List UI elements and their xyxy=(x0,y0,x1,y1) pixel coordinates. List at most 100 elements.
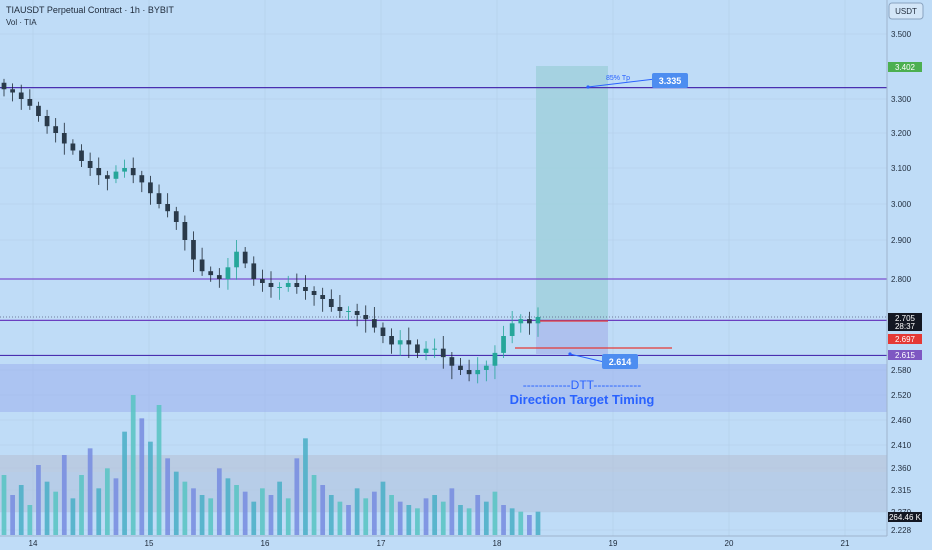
candle xyxy=(87,152,93,176)
y-tick-1: 3.300 xyxy=(891,95,912,104)
volume-bar xyxy=(492,491,498,535)
volume-bar xyxy=(173,471,179,535)
candle xyxy=(27,89,33,110)
target-box xyxy=(536,66,608,320)
candle-body xyxy=(199,259,205,272)
candle-body xyxy=(458,365,463,370)
candle-body xyxy=(285,283,291,287)
candle xyxy=(36,101,41,122)
candle-body xyxy=(509,323,515,336)
candle-body xyxy=(492,352,498,366)
price-label-0: 3.402 xyxy=(895,63,916,72)
candle xyxy=(501,325,506,358)
candle-body xyxy=(527,319,532,324)
volume-bar xyxy=(104,468,110,535)
candle xyxy=(199,247,205,276)
volume-bar xyxy=(122,431,127,535)
candle xyxy=(208,266,214,282)
candle-body xyxy=(122,168,127,172)
candle xyxy=(122,159,127,178)
volume-bar xyxy=(251,501,257,535)
candle xyxy=(260,269,265,292)
candle-body xyxy=(328,299,334,307)
candle xyxy=(268,271,274,298)
volume-bar xyxy=(79,475,84,535)
price-label-2: 28:37 xyxy=(895,322,916,331)
candle xyxy=(311,286,317,306)
candle xyxy=(53,118,59,143)
y-tick-11: 2.360 xyxy=(891,464,912,473)
candle-body xyxy=(165,204,171,212)
candle-body xyxy=(27,99,33,106)
price-label-box-3 xyxy=(888,334,922,344)
candle-body xyxy=(337,307,343,311)
volume-bar xyxy=(27,505,33,535)
stop-arrow xyxy=(569,353,605,363)
volume-bar xyxy=(483,501,489,535)
x-tick-3: 17 xyxy=(377,539,386,548)
volume-bar xyxy=(225,478,231,535)
volume-bar xyxy=(216,468,222,535)
candle-body xyxy=(397,340,403,345)
candle xyxy=(191,231,196,272)
candle xyxy=(1,78,7,97)
candle xyxy=(337,295,343,318)
target-percent: 85% Tp xyxy=(606,75,630,82)
time-axis-ticks: 14 15 16 17 18 19 20 21 xyxy=(29,539,850,548)
candle-body xyxy=(87,161,93,168)
volume-bar xyxy=(380,481,386,535)
candle xyxy=(303,275,308,300)
currency-button-box[interactable] xyxy=(888,2,924,20)
candle xyxy=(320,287,326,312)
candle-body xyxy=(268,283,274,287)
candle xyxy=(173,206,179,230)
candle-body xyxy=(44,116,50,127)
volume-bar xyxy=(234,485,239,535)
candle-body xyxy=(242,251,248,264)
x-tick-5: 19 xyxy=(609,539,618,548)
candle xyxy=(406,327,412,358)
volume-bar xyxy=(501,505,506,535)
volume-bar xyxy=(182,481,188,535)
volume-bar xyxy=(509,508,515,535)
volume-bar xyxy=(458,505,463,535)
candle xyxy=(371,307,377,333)
y-tick-4: 3.000 xyxy=(891,200,912,209)
candle-body xyxy=(277,287,282,288)
volume-bar xyxy=(535,511,541,535)
target-badge-label: 3.335 xyxy=(659,76,682,86)
price-label-box-5 xyxy=(888,512,922,522)
price-label-box-1 xyxy=(888,313,922,323)
volume-bar xyxy=(208,498,214,535)
volume-bar xyxy=(518,511,524,535)
candle-body xyxy=(440,348,446,358)
volume-bar xyxy=(1,475,7,535)
volume-bar xyxy=(156,405,162,535)
candle-body xyxy=(406,340,412,345)
volume-bar xyxy=(165,458,171,535)
target-arrow xyxy=(587,78,656,88)
candle-body xyxy=(535,317,541,324)
volume-bar xyxy=(242,491,248,535)
candle-body xyxy=(320,295,326,299)
candle-body xyxy=(216,275,222,279)
price-label-box-2 xyxy=(888,321,922,331)
candle xyxy=(380,322,386,344)
x-tick-4: 18 xyxy=(493,539,502,548)
candle xyxy=(225,257,231,290)
candle xyxy=(277,282,282,300)
candle xyxy=(165,193,171,218)
currency-button[interactable]: USDT xyxy=(888,2,924,20)
candle xyxy=(79,144,84,167)
volume-bar xyxy=(389,495,394,535)
candle xyxy=(182,215,188,251)
candle xyxy=(294,273,300,294)
candle xyxy=(328,289,334,312)
volume-bar xyxy=(268,495,274,535)
candle-body xyxy=(501,336,506,353)
candle-body xyxy=(251,263,257,279)
volume-bar xyxy=(139,418,145,535)
candle xyxy=(130,157,136,184)
candle-body xyxy=(380,327,386,336)
